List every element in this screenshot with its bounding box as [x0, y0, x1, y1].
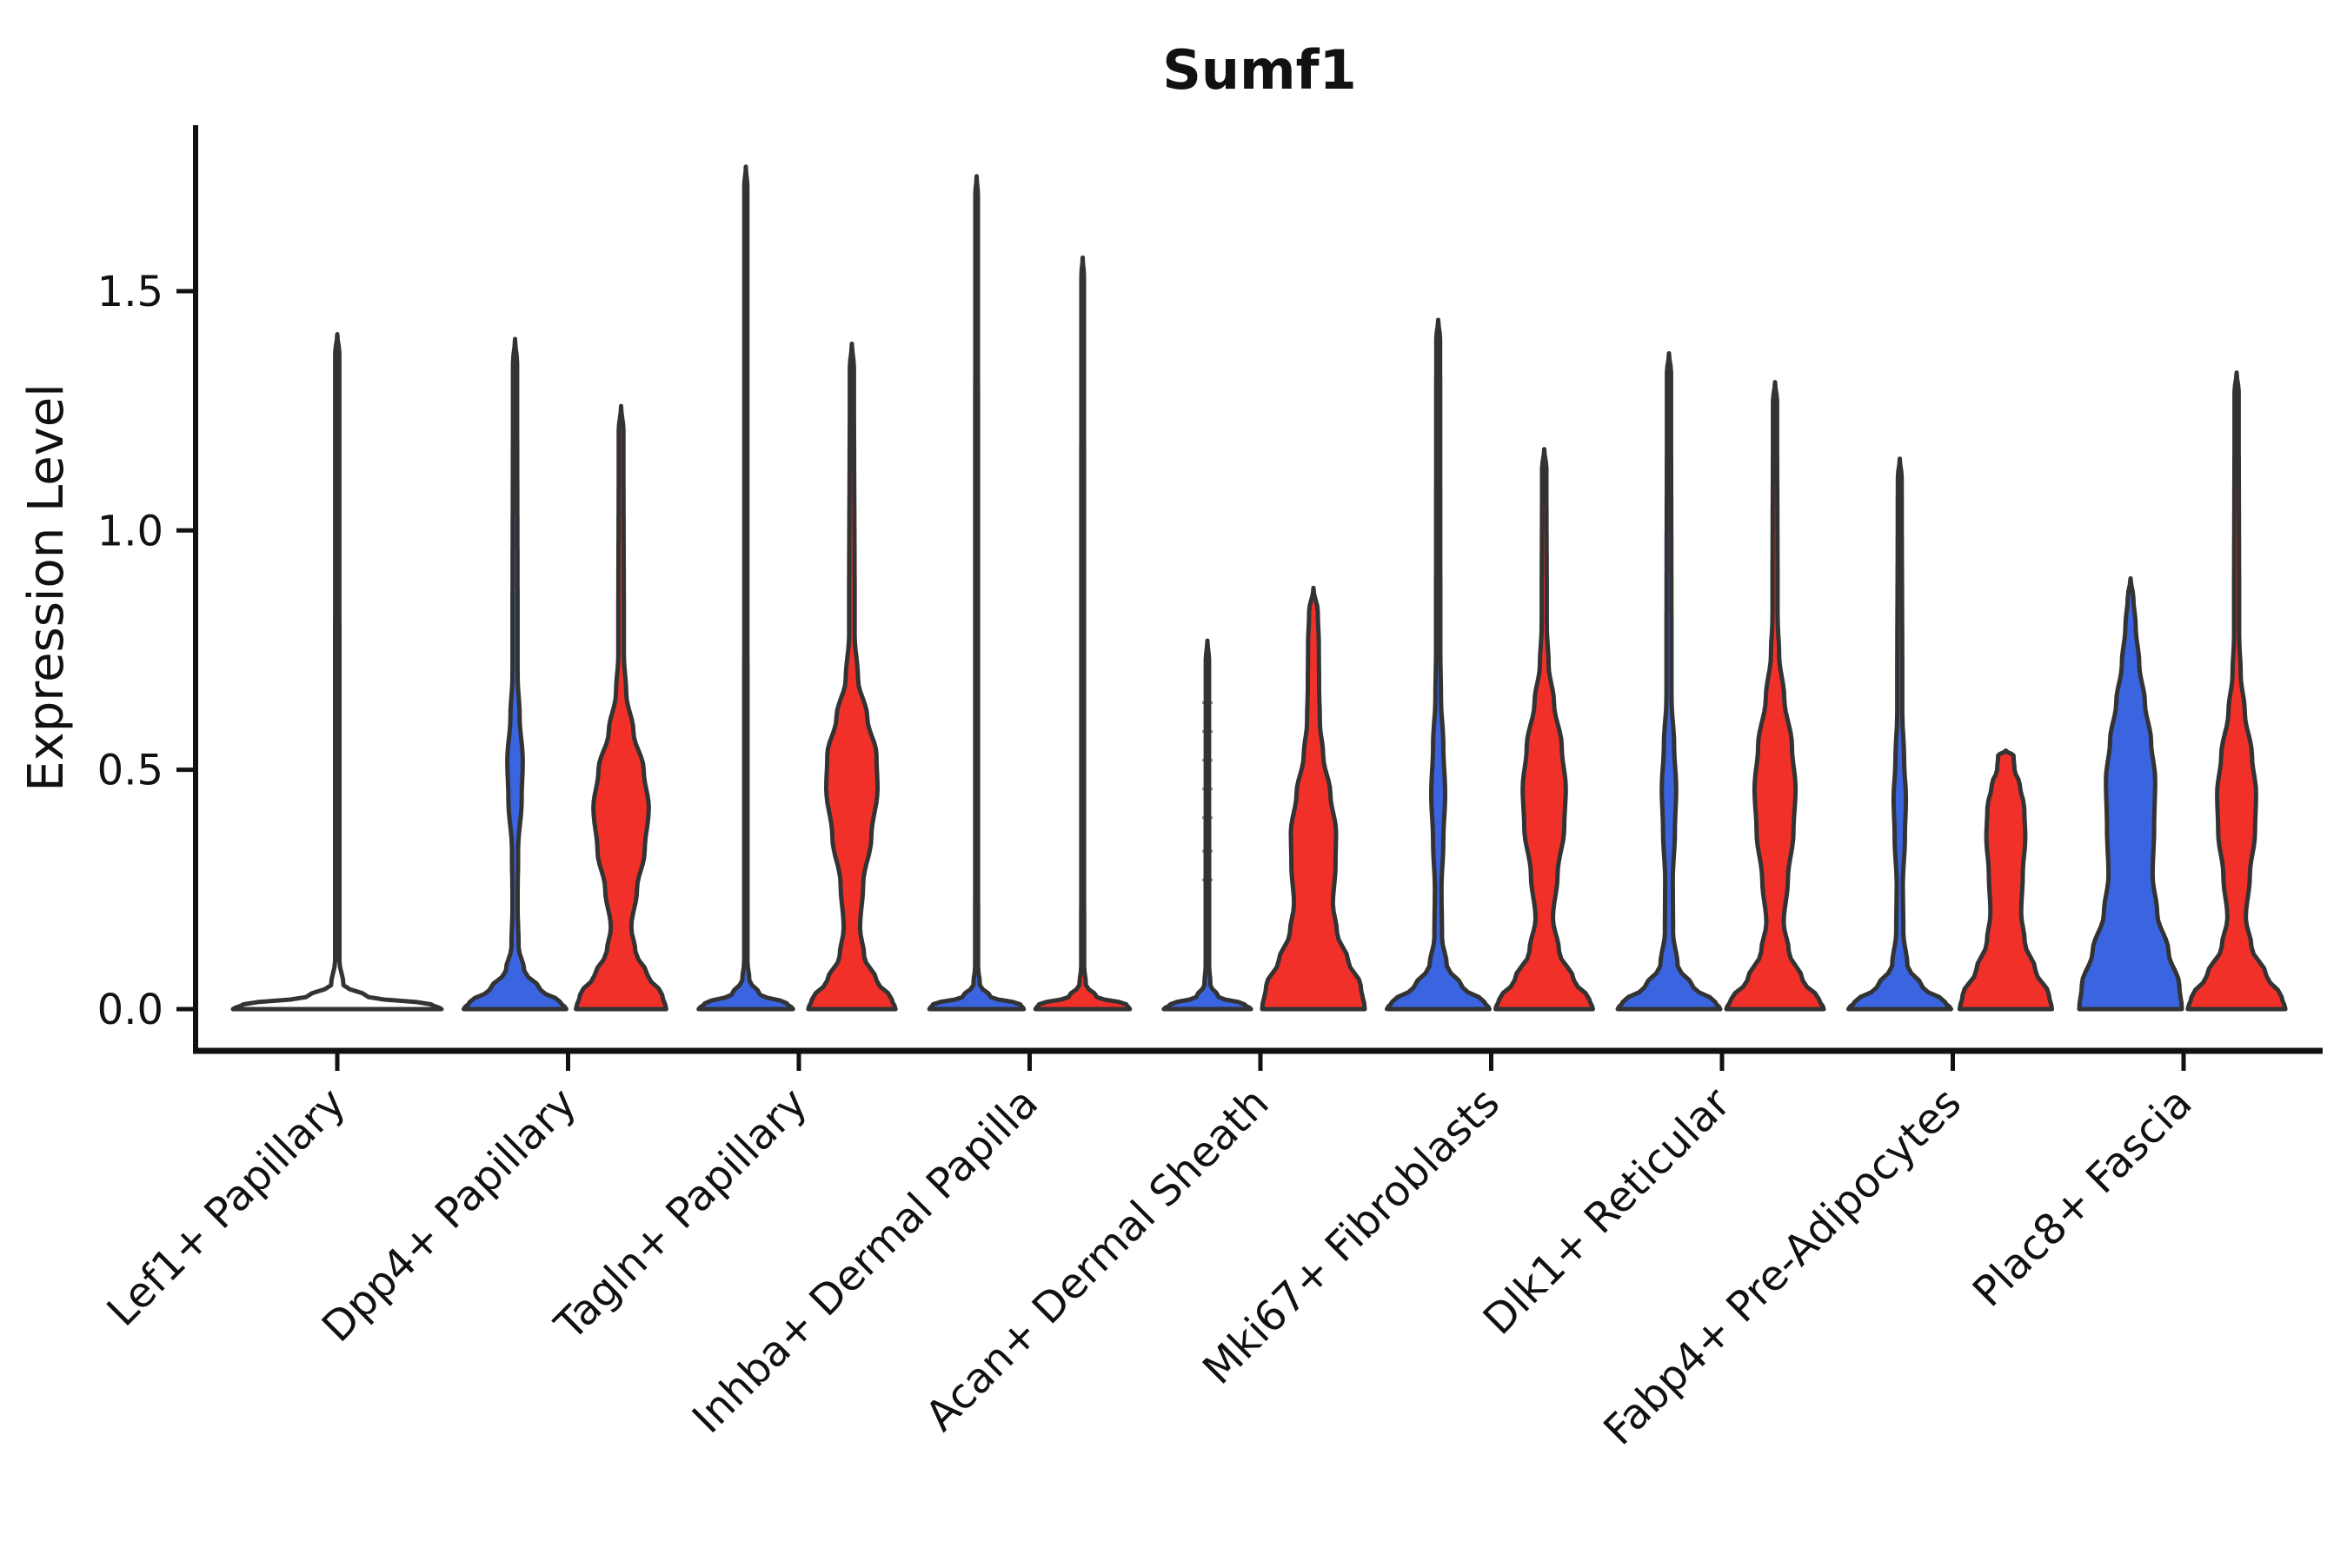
violin-tagln-right — [806, 342, 898, 1012]
y-tick-label: 0.5 — [97, 747, 163, 795]
axes-layer — [193, 125, 2323, 1054]
y-ticks: 0.0 0.5 1.0 1.5 — [97, 268, 196, 1034]
violin-dlk1-left — [1615, 351, 1723, 1012]
chart-title: Sumf1 — [1162, 38, 1357, 102]
violin-inhba-left — [927, 174, 1027, 1012]
violin-lef1-center — [230, 332, 444, 1012]
violin-acan-left — [1161, 638, 1253, 1012]
violin-fabp4-left — [1846, 456, 1953, 1012]
y-tick-label: 1.5 — [97, 268, 163, 316]
violin-plac8-left — [2077, 575, 2184, 1012]
violin-dpp4-right — [574, 403, 668, 1012]
violin-plac8-right — [2185, 370, 2288, 1012]
y-tick-label: 0.0 — [97, 986, 163, 1034]
violin-mki67-left — [1385, 317, 1492, 1012]
violin-dpp4-left — [462, 336, 568, 1012]
x-tick-label: Dpp4+ Papillary — [313, 1079, 586, 1352]
y-axis-label: Expression Level — [18, 383, 75, 792]
violin-inhba-right — [1033, 255, 1133, 1012]
x-tick-label: Lef1+ Papillary — [98, 1079, 356, 1336]
violin-dlk1-right — [1724, 380, 1826, 1012]
violin-mki67-right — [1493, 447, 1595, 1012]
y-tick-label: 1.0 — [97, 507, 163, 555]
x-tick-label: Tagln+ Papillary — [545, 1079, 816, 1350]
x-tick-label: Dlk1+ Reticular — [1474, 1079, 1740, 1345]
violin-acan-right — [1260, 585, 1367, 1012]
x-tick-label: Plac8+ Fascia — [1964, 1079, 2202, 1317]
violin-fabp4-right — [1957, 748, 2055, 1012]
violin-tagln-left — [696, 164, 795, 1012]
violins-layer — [230, 164, 2288, 1012]
